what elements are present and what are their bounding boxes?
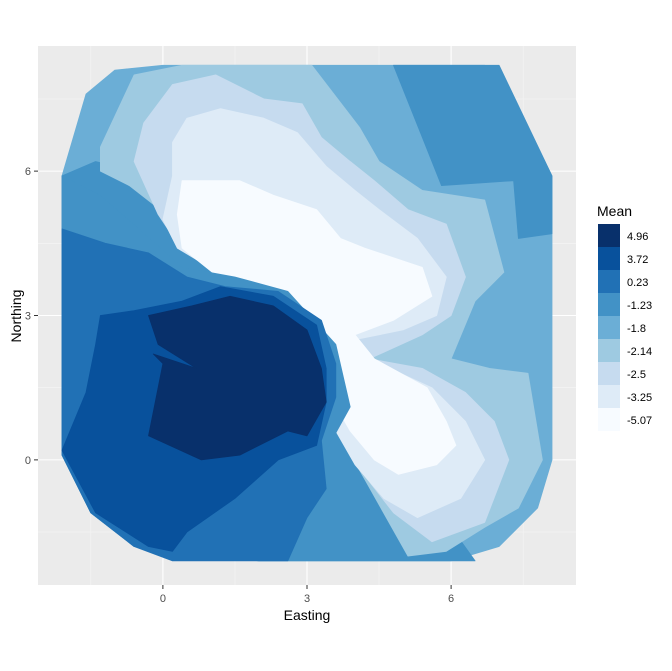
- x-tick-label-1: 3: [304, 593, 310, 605]
- legend-label-8: -5.07: [627, 415, 652, 427]
- legend-key-6: [598, 362, 620, 385]
- legend-key-0: [598, 224, 620, 247]
- legend-key-2: [598, 270, 620, 293]
- legend-label-3: -1.23: [627, 300, 652, 312]
- legend-key-4: [598, 316, 620, 339]
- legend-label-4: -1.8: [627, 323, 646, 335]
- legend-label-2: 0.23: [627, 277, 648, 289]
- contour-region-10: [148, 295, 327, 461]
- legend-key-1: [598, 247, 620, 270]
- legend-title: Mean: [597, 203, 632, 219]
- legend-key-3: [598, 293, 620, 316]
- contour-regions: [61, 64, 553, 562]
- x-axis-ticks: 0 3 6: [160, 585, 454, 605]
- y-tick-label-1: 3: [25, 311, 31, 323]
- legend-label-5: -2.14: [627, 346, 652, 358]
- y-axis-title: Northing: [8, 290, 24, 343]
- y-axis-ticks: 0 3 6: [25, 166, 38, 467]
- contour-region-1: [393, 64, 553, 239]
- legend-label-1: 3.72: [627, 254, 648, 266]
- legend-key-5: [598, 339, 620, 362]
- legend-label-6: -2.5: [627, 369, 646, 381]
- legend-key-7: [598, 385, 620, 408]
- y-tick-label-0: 0: [25, 455, 31, 467]
- legend-key-8: [598, 408, 620, 431]
- legend-label-7: -3.25: [627, 392, 652, 404]
- x-tick-label-0: 0: [160, 593, 166, 605]
- y-tick-label-2: 6: [25, 166, 31, 178]
- x-axis-title: Easting: [284, 607, 331, 623]
- legend-label-0: 4.96: [627, 231, 648, 243]
- x-tick-label-2: 6: [448, 593, 454, 605]
- legend: Mean 4.96 3.72 0.23 -1.23 -1.8 -2.14 -2.5 -3.25…: [597, 203, 652, 431]
